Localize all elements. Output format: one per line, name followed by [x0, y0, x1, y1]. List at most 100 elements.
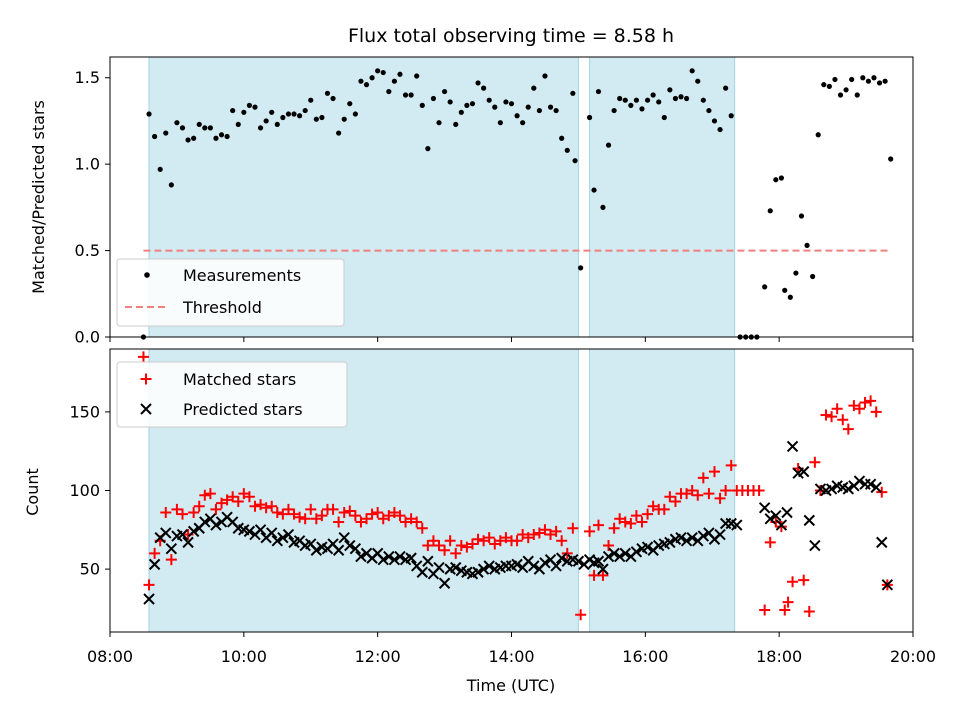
measurement-point [280, 114, 286, 121]
predicted-point [143, 593, 155, 605]
measurement-point [475, 80, 481, 86]
measurement-point [689, 68, 695, 74]
measurement-point [230, 107, 236, 114]
matched-point [647, 500, 659, 512]
matched-point [377, 513, 389, 525]
matched-point [494, 535, 506, 547]
measurement-point [146, 111, 152, 117]
matched-point [383, 510, 395, 522]
measurement-point [397, 71, 403, 77]
matched-point [165, 554, 177, 566]
matched-point [249, 500, 261, 512]
measurement-point [241, 109, 247, 115]
predicted-point [483, 560, 495, 572]
matched-point [764, 536, 776, 548]
matched-point [143, 579, 155, 591]
predicted-point [870, 481, 882, 494]
predicted-point [675, 531, 687, 544]
measurement-point [152, 133, 158, 140]
matched-point [461, 541, 473, 553]
measurement-point [285, 111, 292, 117]
measurement-point [723, 85, 729, 91]
measurement-point [369, 75, 375, 81]
matched-point [539, 524, 551, 536]
matched-point [614, 513, 626, 525]
matched-point [366, 508, 378, 520]
measurement-point [547, 104, 554, 110]
matched-point [455, 540, 467, 552]
measurement-point [531, 85, 537, 91]
measurement-point [246, 102, 253, 108]
measurement-point [832, 76, 838, 83]
predicted-point [187, 525, 200, 538]
bottom-x-axis: 08:00 10:00 12:00 14:00 16:00 18:00 20:00 [87, 632, 936, 666]
matched-point [837, 414, 849, 426]
measurement-point [430, 95, 437, 102]
measurement-point [798, 213, 805, 219]
matched-point [355, 516, 367, 528]
matched-point [820, 409, 832, 421]
predicted-point [641, 541, 654, 553]
measurement-point [661, 114, 667, 121]
predicted-point [876, 536, 888, 549]
measurement-point [600, 204, 606, 210]
matched-point [238, 488, 250, 500]
bottom-legend-box [116, 361, 348, 428]
measurement-point [296, 113, 303, 119]
predicted-point [630, 546, 643, 558]
predicted-point [613, 550, 626, 563]
top-panel: 0.0 0.5 1.0 1.5 Flux total observing time =… [29, 25, 914, 347]
matched-point [394, 510, 406, 522]
matched-point [584, 525, 596, 537]
legend-measurements-marker [144, 272, 150, 278]
predicted-point [160, 527, 172, 539]
measurement-point [656, 99, 662, 105]
matched-point [149, 547, 161, 559]
predicted-point [602, 550, 615, 563]
predicted-point [770, 509, 782, 522]
measurement-point [469, 101, 476, 107]
matched-point [550, 525, 562, 537]
measurement-point [375, 68, 381, 74]
measurement-point [196, 121, 202, 128]
measurement-point [717, 126, 723, 133]
observing-window-1 [589, 57, 735, 337]
matched-point [388, 507, 400, 519]
bottom-y-axis: 50 100 150 [69, 402, 110, 579]
predicted-point [842, 483, 855, 495]
measurement-point [453, 121, 459, 128]
predicted-point [511, 558, 523, 571]
matched-point [630, 510, 642, 522]
measurement-point [185, 137, 191, 143]
matched-point [597, 569, 609, 581]
measurement-point [330, 95, 336, 102]
matched-point [567, 522, 579, 534]
matched-point [316, 510, 328, 522]
measurement-point [572, 158, 578, 164]
observing-window-1 [589, 349, 735, 632]
matched-point [681, 488, 693, 500]
top-y-tick-label: 0.5 [75, 241, 100, 260]
matched-point [870, 406, 882, 418]
predicted-point [825, 483, 838, 495]
measurement-point [611, 107, 617, 114]
top-x-ticks [109, 337, 914, 342]
measurement-point [672, 95, 679, 102]
measurement-point [191, 135, 197, 141]
matched-point [433, 540, 445, 552]
matched-point [478, 535, 490, 547]
matched-point [636, 516, 648, 528]
matched-point [216, 497, 228, 509]
matched-point [361, 513, 373, 525]
predicted-point [338, 531, 350, 544]
measurement-point [644, 97, 651, 103]
predicted-point [680, 535, 693, 547]
measurement-point [570, 90, 576, 96]
predicted-point [332, 544, 345, 556]
matched-point [227, 491, 239, 503]
measurement-point [553, 107, 559, 114]
matched-point [260, 502, 272, 514]
matched-point [338, 507, 350, 519]
measurement-point [341, 116, 347, 122]
measurement-point [358, 78, 364, 84]
